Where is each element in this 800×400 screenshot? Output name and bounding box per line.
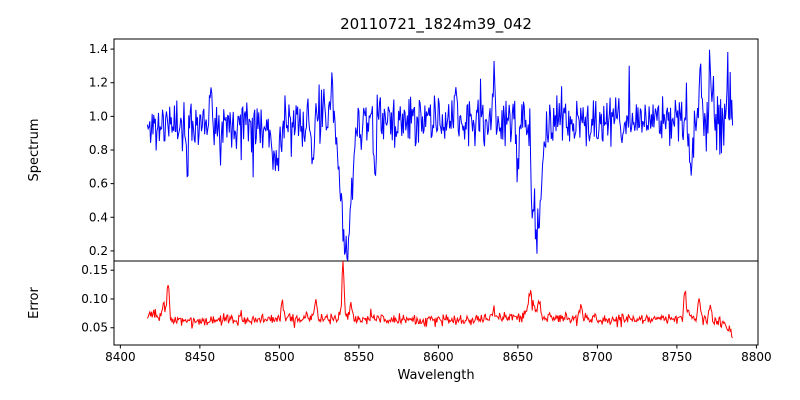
error-panel-frame [113, 260, 759, 346]
spectrum-y-axis-label: Spectrum [27, 119, 42, 182]
x-axis-label: Wavelength [397, 368, 474, 383]
x-tick-label: 8550 [344, 350, 375, 364]
y-tick-label: 1.0 [89, 109, 108, 123]
x-tick-label: 8650 [503, 350, 534, 364]
x-tick-label: 8600 [423, 350, 454, 364]
y-tick-label: 0.4 [89, 210, 108, 224]
x-tick-label: 8500 [264, 350, 295, 364]
x-tick-label: 8750 [662, 350, 693, 364]
error-y-axis-label: Error [27, 287, 42, 319]
x-tick-label: 8800 [741, 350, 772, 364]
spectrum-panel-line [146, 49, 734, 261]
x-tick-label: 8400 [105, 350, 136, 364]
y-tick-label: 0.2 [89, 244, 108, 258]
error-panel-line [146, 261, 733, 339]
y-tick-label: 0.8 [89, 143, 108, 157]
spectrum-panel-frame [113, 38, 759, 262]
axis-ticks: 0.2 0.4 0.6 0.8 1.0 1.2 1.4 0.05 0.10 0.15 8400 845… [81, 42, 771, 364]
y-tick-label: 1.2 [89, 76, 108, 90]
y-tick-label: 0.05 [81, 321, 108, 335]
y-tick-label: 0.10 [81, 292, 108, 306]
data-lines [146, 49, 734, 339]
y-tick-label: 0.15 [81, 263, 108, 277]
y-tick-label: 0.6 [89, 177, 108, 191]
x-tick-label: 8450 [185, 350, 216, 364]
y-tick-label: 1.4 [89, 42, 108, 56]
chart-title: 20110721_1824m39_042 [340, 15, 532, 34]
x-tick-label: 8700 [582, 350, 613, 364]
